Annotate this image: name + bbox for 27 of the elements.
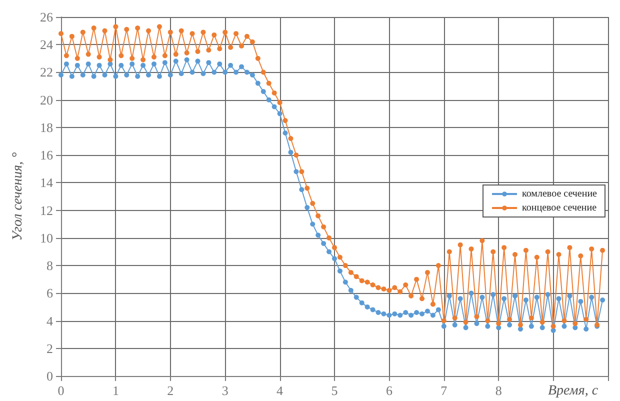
y-tick-label: 4	[46, 313, 54, 328]
y-tick-label: 10	[40, 230, 53, 246]
x-tick-label: 5	[331, 383, 338, 398]
y-tick-label: 22	[40, 64, 53, 80]
legend-label: комлевое сечение	[522, 188, 598, 200]
x-tick-label: 1	[112, 383, 119, 398]
y-tick-label: 20	[40, 92, 53, 108]
x-tick-label: 7	[440, 383, 448, 398]
y-tick-label: 6	[46, 286, 54, 301]
x-tick-label: 6	[386, 383, 393, 398]
y-tick-label: 24	[40, 37, 54, 52]
x-tick-label: 8	[495, 383, 502, 398]
legend-label: концевое сечение	[522, 202, 598, 214]
y-tick-label: 16	[40, 148, 54, 163]
y-tick-label: 18	[40, 120, 53, 135]
y-tick-label: 2	[46, 340, 53, 356]
x-tick-label: 4	[276, 383, 284, 398]
x-tick-label: 0	[58, 383, 64, 398]
x-tick-label: 3	[222, 383, 228, 398]
y-tick-label: 26	[40, 10, 54, 24]
x-axis-title: Время, с	[548, 384, 599, 398]
y-tick-label: 0	[46, 368, 53, 384]
y-axis-title: Угол сечения, °	[10, 152, 26, 241]
y-tick-label: 8	[46, 258, 53, 274]
y-tick-label: 12	[40, 202, 53, 218]
y-tick-label: 14	[40, 175, 54, 190]
x-tick-label: 2	[167, 383, 174, 398]
